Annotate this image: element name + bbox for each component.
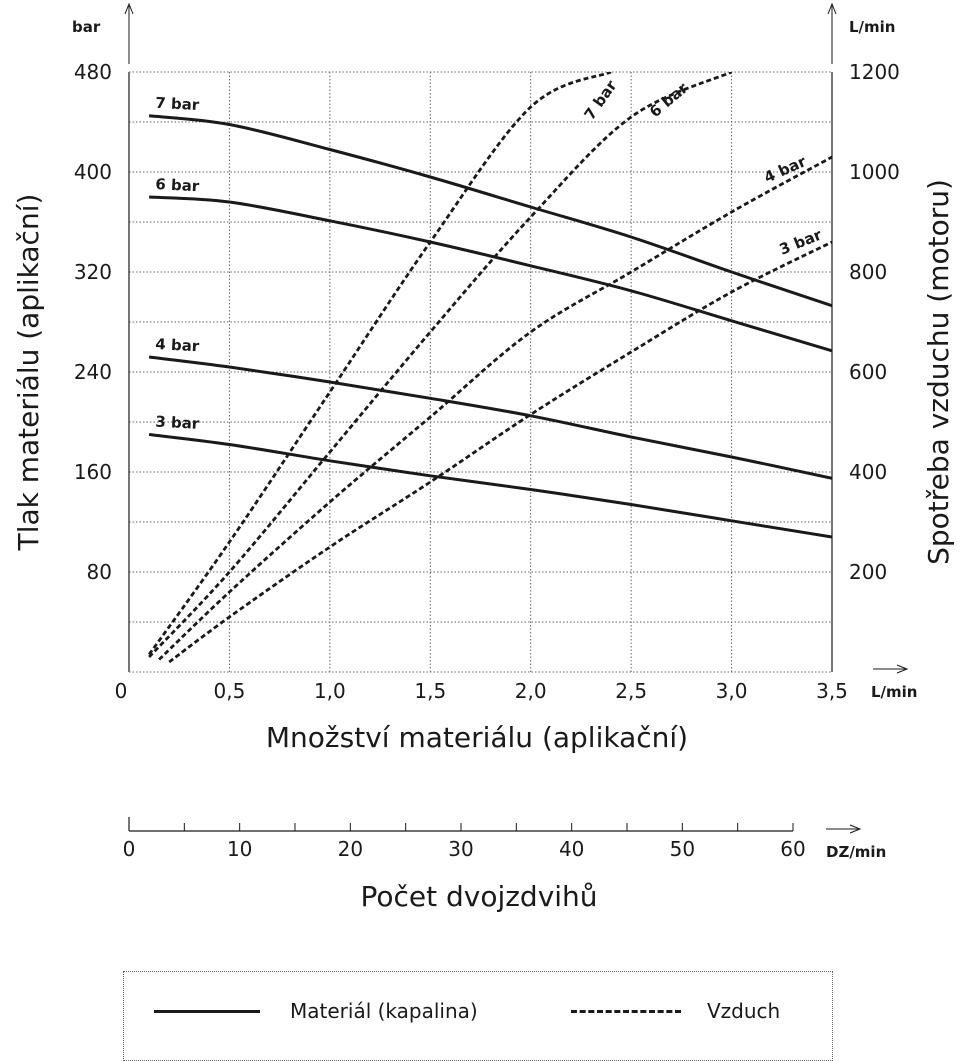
x-tick-label: 1,0 xyxy=(314,679,346,703)
left-y-tick-label: 480 xyxy=(74,60,112,84)
left-y-axis-unit: bar xyxy=(72,18,101,36)
strokes-axis-title: Počet dvojzdvihů xyxy=(360,880,597,913)
right-y-tick-label: 1200 xyxy=(849,60,900,84)
strokes-tick-label: 10 xyxy=(227,837,252,861)
material-curve-label-4-bar: 4 bar xyxy=(155,335,200,355)
left-y-tick-label: 400 xyxy=(74,160,112,184)
legend-item-air: Vzduch xyxy=(571,999,780,1023)
x-tick-label: 1,5 xyxy=(414,679,446,703)
legend: Materiál (kapalina) Vzduch xyxy=(123,971,833,1061)
right-y-tick-label: 600 xyxy=(849,360,887,384)
left-y-tick-label: 240 xyxy=(74,360,112,384)
right-y-tick-label: 400 xyxy=(849,460,887,484)
air-curve-label-6-bar: 6 bar xyxy=(646,79,692,121)
strokes-tick-label: 50 xyxy=(670,837,695,861)
right-y-tick-label: 200 xyxy=(849,560,887,584)
left-y-tick-label: 80 xyxy=(87,560,112,584)
right-y-axis-arrowhead xyxy=(827,2,837,15)
strokes-axis-arrowhead xyxy=(849,824,862,834)
x-axis-unit: L/min xyxy=(871,683,918,701)
x-tick-label: 0 xyxy=(115,679,128,703)
legend-solid-line-swatch xyxy=(154,1009,260,1013)
material-curve-label-6-bar: 6 bar xyxy=(155,175,200,195)
strokes-tick-label: 0 xyxy=(123,837,136,861)
left-y-axis-arrowhead xyxy=(124,2,134,15)
air-consumption-curve-4-bar xyxy=(158,155,832,661)
legend-label-material: Materiál (kapalina) xyxy=(290,999,478,1023)
air-curve-label-3-bar: 3 bar xyxy=(777,225,825,258)
material-pressure-curve-4-bar xyxy=(148,355,832,480)
strokes-tick-label: 60 xyxy=(780,837,805,861)
air-curve-label-7-bar: 7 bar xyxy=(581,77,621,124)
x-tick-label: 0,5 xyxy=(214,679,246,703)
air-curve-label-4-bar: 4 bar xyxy=(761,152,809,187)
air-consumption-curve-3-bar xyxy=(168,240,832,664)
right-y-axis-unit: L/min xyxy=(849,18,896,36)
material-pressure-curve-3-bar xyxy=(148,433,832,539)
material-curve-label-7-bar: 7 bar xyxy=(155,94,200,114)
air-consumption-curve-7-bar xyxy=(147,72,612,656)
x-tick-label: 3,0 xyxy=(716,679,748,703)
strokes-axis-unit: DZ/min xyxy=(826,843,886,861)
material-pressure-curve-6-bar xyxy=(149,195,832,353)
x-tick-label: 2,5 xyxy=(615,679,647,703)
left-y-tick-label: 160 xyxy=(74,460,112,484)
strokes-tick-label: 40 xyxy=(559,837,584,861)
left-y-tick-label: 320 xyxy=(74,260,112,284)
chart: bar L/minL/min801602403204004802004006008… xyxy=(12,2,955,913)
x-axis-arrowhead xyxy=(896,664,909,674)
left-y-axis-title: Tlak materiálu (aplikační) xyxy=(12,194,45,552)
strokes-tick-label: 20 xyxy=(338,837,363,861)
legend-label-air: Vzduch xyxy=(707,999,781,1023)
right-y-axis-title: Spotřeba vzduchu (motoru) xyxy=(922,179,955,565)
material-pressure-curve-7-bar xyxy=(148,114,832,308)
air-consumption-curve-6-bar xyxy=(148,72,733,658)
material-curve-label-3-bar: 3 bar xyxy=(155,413,200,433)
x-axis-title: Množství materiálu (aplikační) xyxy=(266,721,688,754)
legend-dashed-line-swatch xyxy=(571,1009,681,1013)
x-tick-label: 2,0 xyxy=(515,679,547,703)
x-tick-label: 3,5 xyxy=(816,679,848,703)
strokes-tick-label: 30 xyxy=(448,837,473,861)
right-y-tick-label: 1000 xyxy=(849,160,900,184)
right-y-tick-label: 800 xyxy=(849,260,887,284)
legend-item-material: Materiál (kapalina) xyxy=(154,999,478,1023)
